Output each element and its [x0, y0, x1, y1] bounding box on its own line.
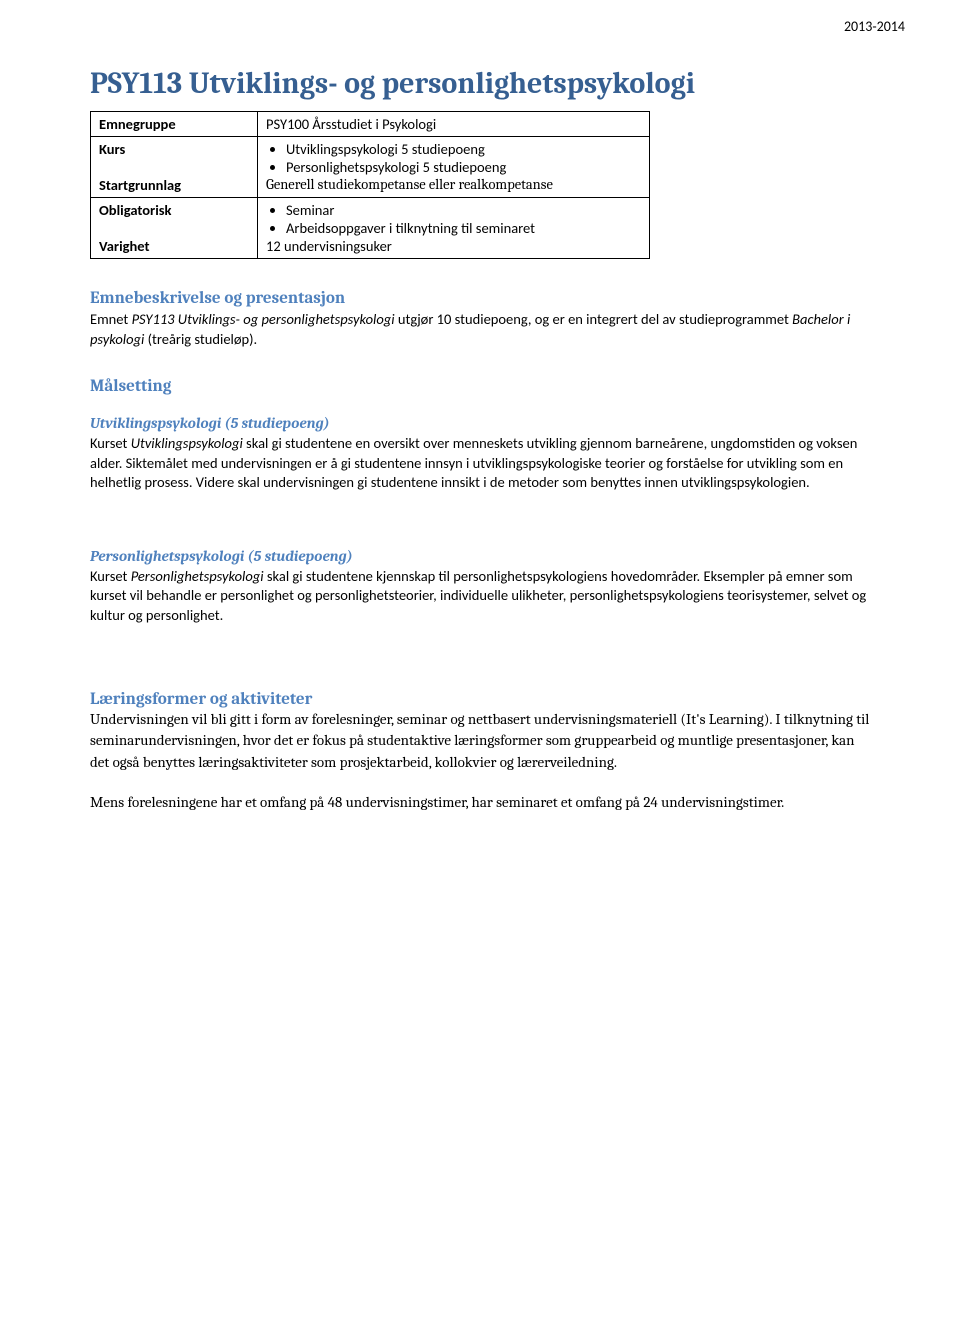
row-label-secondary: Startgrunnlag [99, 176, 249, 194]
subsection-heading-utvikling: Utviklingspsykologi (5 studiepoeng) [90, 414, 870, 432]
row-label: Emnegruppe [91, 112, 258, 137]
tail-value: Generell studiekompetanse eller realkomp… [266, 176, 641, 193]
table-row: Obligatorisk Varighet Seminar Arbeidsopp… [91, 198, 650, 259]
row-label: Kurs Startgrunnlag [91, 137, 258, 198]
list-item: Seminar [286, 201, 641, 219]
list-item: Utviklingspsykologi 5 studiepoeng [286, 140, 641, 158]
list-item: Personlighetspsykologi 5 studiepoeng [286, 158, 641, 176]
bullet-list: Seminar Arbeidsoppgaver i tilknytning ti… [266, 201, 641, 237]
list-item: Arbeidsoppgaver i tilknytning til semina… [286, 219, 641, 237]
row-label-primary: Obligatorisk [99, 201, 249, 219]
body-paragraph: Mens forelesningene har et omfang på 48 … [90, 792, 870, 814]
row-value: Seminar Arbeidsoppgaver i tilknytning ti… [258, 198, 650, 259]
body-paragraph: Kurset Utviklingspsykologi skal gi stude… [90, 434, 870, 493]
body-paragraph: Kurset Personlighetspsykologi skal gi st… [90, 567, 870, 626]
subsection-heading-personlighet: Personlighetspsykologi (5 studiepoeng) [90, 547, 870, 565]
body-paragraph: Emnet PSY113 Utviklings- og personlighet… [90, 310, 870, 349]
row-label: Obligatorisk Varighet [91, 198, 258, 259]
row-value: Utviklingspsykologi 5 studiepoeng Person… [258, 137, 650, 198]
text-span: utgjør 10 studiepoeng, og er en integrer… [395, 310, 793, 328]
text-span: Kurset [90, 434, 131, 452]
table-row: Kurs Startgrunnlag Utviklingspsykologi 5… [91, 137, 650, 198]
section-heading-laering: Læringsformer og aktiviteter [90, 690, 870, 709]
italic-span: Personlighetspsykologi [131, 567, 264, 585]
section-heading-malsetting: Målsetting [90, 377, 870, 396]
header-year: 2013-2014 [844, 18, 905, 35]
italic-span: Utviklingspsykologi [131, 434, 243, 452]
tail-value: 12 undervisningsuker [266, 237, 641, 255]
section-heading-emnebeskrivelse: Emnebeskrivelse og presentasjon [90, 289, 870, 308]
table-row: Emnegruppe PSY100 Årsstudiet i Psykologi [91, 112, 650, 137]
page-title: PSY113 Utviklings- og personlighetspsyko… [90, 66, 870, 101]
info-table: Emnegruppe PSY100 Årsstudiet i Psykologi… [90, 111, 650, 259]
row-value: PSY100 Årsstudiet i Psykologi [258, 112, 650, 137]
row-label-secondary: Varighet [99, 237, 249, 255]
bullet-list: Utviklingspsykologi 5 studiepoeng Person… [266, 140, 641, 176]
text-span: Kurset [90, 567, 131, 585]
text-span: Emnet [90, 310, 132, 328]
italic-span: PSY113 Utviklings- og personlighetspsyko… [132, 310, 395, 328]
text-span: (treårig studieløp). [144, 330, 257, 348]
row-label-primary: Kurs [99, 140, 249, 158]
document-page: 2013-2014 PSY113 Utviklings- og personli… [0, 0, 960, 1332]
body-paragraph: Undervisningen vil bli gitt i form av fo… [90, 709, 870, 774]
